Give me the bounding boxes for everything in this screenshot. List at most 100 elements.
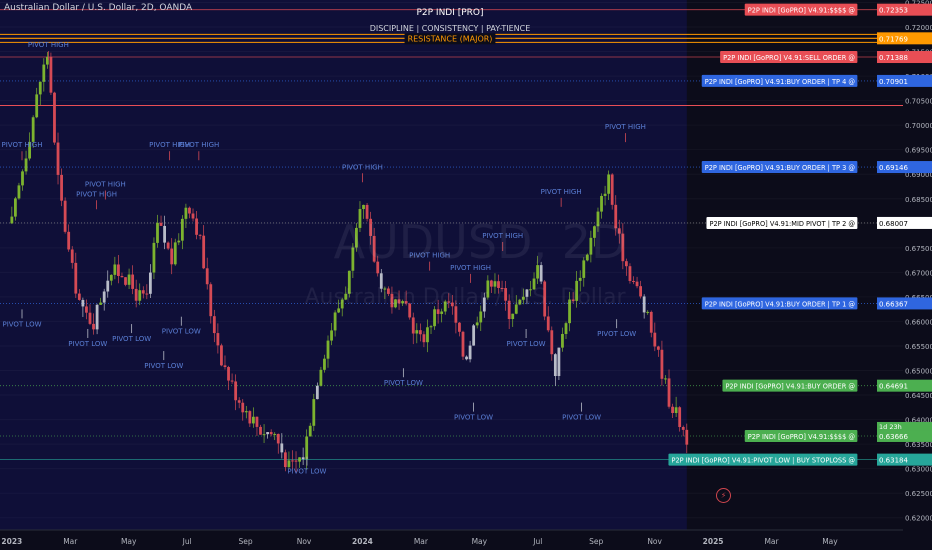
time-axis: 2023 Mar May Jul Sep Nov 2024 Mar May Jul Sep Nov 20… [0,531,903,550]
level-tag [701,297,858,310]
pivot-low-label: PIVOT LOW [454,414,493,422]
candle-body [244,411,248,413]
time-tick-label: Mar [764,537,779,546]
candle-body [585,254,589,261]
candle-body [386,288,390,294]
candle-body [671,406,674,414]
time-tick-label: Nov [297,537,312,546]
time-tick-label: May [472,537,488,546]
level-tag-label: P2P INDI [GoPRO] V4.91:PIVOT LOW | BUY S… [671,457,855,465]
candle-body [305,436,309,460]
candle-body [347,270,351,294]
price-tick-label: 0.63500 [905,441,932,449]
price-tag [877,161,932,174]
price-axis: 0.725000.720000.715000.710000.705000.700… [877,0,932,550]
candle-body [184,207,188,219]
resistance-label-bg [404,33,496,45]
candle-body [10,216,14,224]
level-tag-label: P2P INDI [GoPRO] V4.91:BUY ORDER @ [725,383,855,391]
candle-body [550,330,554,355]
candle-body [571,299,575,301]
candle-body [365,204,369,219]
level-tag-label: P2P INDI [GoPRO] V4.91:$$$$ @ [748,7,856,15]
candle-body [280,443,284,453]
candle-body [273,433,277,435]
candle-body [269,432,273,435]
candle-body [543,281,547,317]
candle-body [418,330,422,335]
price-tick-label: 0.66000 [905,318,932,326]
symbol-title[interactable]: Australian Dollar / U.S. Dollar, 2D, OAN… [4,3,193,13]
price-tag-value: 0.63666 [879,433,908,441]
time-tick-label: Jul [182,537,192,546]
price-tag-value: 0.66367 [879,300,908,308]
pivot-low-label: PIVOT LOW [507,340,546,348]
candle-body [568,299,571,324]
candle-body [287,460,291,468]
candle-body [660,349,664,379]
candle-body [436,309,440,314]
pivot-low-label: PIVOT LOW [68,340,107,348]
pivot-high-label: PIVOT HIGH [149,141,190,149]
candle-body [486,280,490,298]
candle-body [678,407,682,428]
candle-body [553,354,557,377]
price-tick-label: 0.67500 [905,245,932,253]
candle-body [166,242,170,249]
candle-body [607,174,611,194]
time-tick-label: 2024 [352,537,373,546]
candle-body [450,302,454,307]
candle-body [351,247,355,271]
level-labels: RESISTANCE (MAJOR) P2P INDI [GoPRO] V4.91… [404,3,858,466]
time-tick-label: Mar [414,537,429,546]
candle-body [674,407,678,414]
candle-body [529,289,532,291]
price-tag [877,429,932,442]
level-tag [744,429,858,442]
candle-body [223,365,227,368]
candle-body [632,280,635,282]
price-tag [877,453,932,466]
pivot-low-label: PIVOT LOW [287,468,326,476]
candle-body [53,92,56,143]
candle-body [518,299,522,305]
candle-body [472,325,476,346]
candle-body [99,302,103,305]
candle-body [49,56,53,93]
candle-body [230,380,234,382]
pivot-high-label: PIVOT HIGH [342,163,383,171]
candle-body [600,195,603,212]
candle-body [578,277,582,281]
candle-body [315,385,319,400]
indicator-title[interactable]: P2P INDI [PRO] [416,8,484,18]
price-tick-label: 0.69000 [905,171,932,179]
candle-body [340,299,344,309]
candle-body [198,234,202,236]
candle-body [404,301,408,304]
level-tag-label: P2P INDI [GoPRO] V4.91:BUY ORDER | TP 1 … [705,300,856,308]
candle-body [252,416,255,424]
price-tick-label: 0.65000 [905,368,932,376]
candle-body [163,225,166,243]
candle-body [507,300,511,320]
candle-body [646,311,650,313]
candle-body [479,311,483,323]
candle-body [308,425,312,437]
level-lines [0,9,903,461]
level-tag [744,3,858,16]
candle-body [276,433,280,444]
candle-body [564,323,568,334]
candle-body [262,434,266,436]
candle-body [117,264,120,277]
time-axis-bg [0,531,903,550]
candle-body [209,284,213,317]
candle-body [326,340,330,359]
time-tick-label: Sep [239,537,253,546]
lightning-icon[interactable]: ⚡ [716,488,731,503]
candle-body [653,332,657,347]
time-tick-label: 2025 [703,537,724,546]
candle-body [170,248,174,265]
